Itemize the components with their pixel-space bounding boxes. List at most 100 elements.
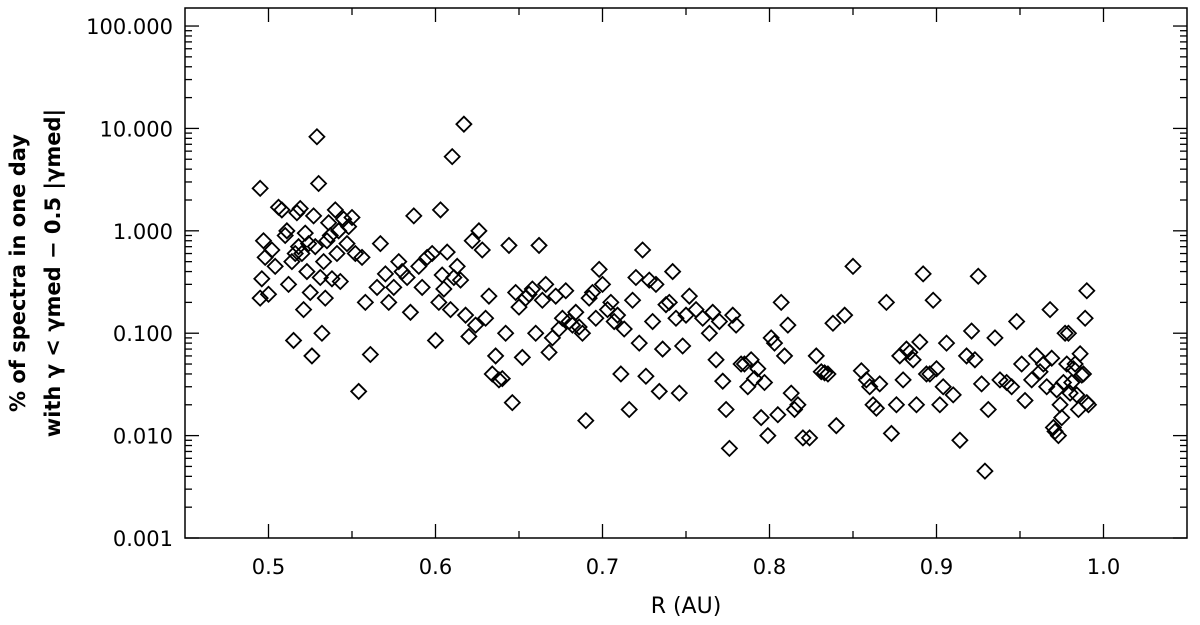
data-point — [306, 237, 325, 256]
data-point — [401, 303, 420, 322]
y-tick-label: 100.000 — [86, 15, 173, 39]
data-point — [972, 375, 991, 393]
data-point — [1061, 384, 1079, 402]
data-point — [331, 272, 350, 291]
data-point — [294, 300, 313, 319]
data-point — [1051, 396, 1069, 414]
data-point — [745, 369, 764, 388]
data-point — [293, 244, 311, 263]
data-point — [451, 271, 470, 289]
data-point — [1034, 355, 1053, 373]
data-point — [577, 411, 595, 430]
x-tick-label: 0.7 — [586, 555, 619, 579]
data-point — [540, 343, 558, 362]
data-point — [520, 285, 538, 304]
data-point — [456, 306, 475, 324]
data-point — [486, 347, 505, 365]
data-point — [533, 291, 552, 309]
data-point — [887, 396, 906, 414]
data-point — [251, 179, 269, 198]
data-point — [612, 365, 630, 383]
data-point — [673, 337, 692, 355]
data-point — [782, 384, 800, 402]
data-point — [957, 347, 976, 365]
data-point — [1071, 344, 1089, 363]
data-point — [556, 281, 575, 300]
data-point — [269, 198, 288, 216]
data-point — [410, 257, 428, 276]
data-point — [647, 275, 665, 294]
y-tick-label: 0.010 — [113, 425, 173, 449]
data-point — [328, 244, 346, 263]
data-point — [1049, 426, 1068, 445]
data-points — [251, 115, 1098, 480]
data-point — [700, 324, 719, 342]
data-point — [934, 377, 952, 396]
data-point — [1068, 386, 1086, 404]
data-point — [476, 309, 495, 328]
data-point — [785, 400, 804, 419]
data-point — [824, 314, 842, 333]
data-point — [311, 268, 330, 287]
data-point — [455, 115, 473, 133]
data-point — [794, 429, 812, 447]
data-point — [894, 371, 912, 389]
data-point — [1079, 396, 1098, 414]
data-point — [1044, 418, 1063, 437]
data-point — [368, 278, 386, 297]
data-point — [379, 293, 398, 312]
data-point — [371, 234, 390, 253]
data-point — [1037, 377, 1056, 396]
data-point — [304, 207, 323, 225]
data-point — [815, 364, 834, 382]
data-point — [1007, 312, 1026, 331]
data-point — [687, 300, 705, 319]
axis-tick-labels: 0.5 0.6 0.7 0.8 0.9 1.0 100.000 10.000 1.000 0.10… — [86, 15, 1120, 579]
data-point — [1062, 373, 1081, 392]
data-point — [251, 289, 269, 307]
data-point — [426, 331, 445, 350]
data-point — [749, 359, 767, 378]
data-point — [944, 386, 962, 404]
data-point — [1069, 400, 1088, 419]
data-point — [650, 382, 669, 401]
data-point — [376, 265, 395, 283]
data-point — [627, 268, 645, 287]
data-point — [720, 439, 739, 458]
data-point — [356, 293, 375, 312]
data-point — [570, 318, 588, 336]
data-point — [937, 334, 956, 352]
data-point — [867, 399, 886, 418]
data-point — [962, 322, 981, 340]
data-point — [976, 462, 994, 480]
data-point — [1052, 408, 1071, 427]
data-point — [857, 371, 876, 389]
data-point — [765, 334, 784, 352]
data-point — [914, 265, 932, 283]
data-point — [431, 201, 450, 219]
data-point — [979, 400, 998, 419]
data-point — [309, 174, 328, 193]
data-point — [278, 222, 296, 240]
data-point — [1074, 365, 1093, 383]
data-point — [986, 329, 1004, 347]
data-point — [583, 283, 602, 302]
axis-ticks — [185, 8, 1187, 539]
data-point — [667, 309, 685, 328]
data-point — [573, 324, 592, 342]
data-point — [384, 278, 403, 297]
data-point — [1042, 349, 1061, 367]
data-point — [623, 291, 642, 309]
data-point — [727, 316, 745, 334]
data-point — [1002, 377, 1021, 396]
data-point — [254, 231, 273, 250]
data-point — [500, 236, 518, 255]
data-point — [620, 400, 638, 419]
data-point — [303, 347, 321, 365]
data-point — [713, 372, 732, 390]
x-tick-label: 0.5 — [252, 555, 285, 579]
x-tick-label: 0.9 — [920, 555, 953, 579]
data-point — [807, 347, 826, 365]
data-point — [550, 320, 568, 338]
data-point — [546, 287, 565, 305]
